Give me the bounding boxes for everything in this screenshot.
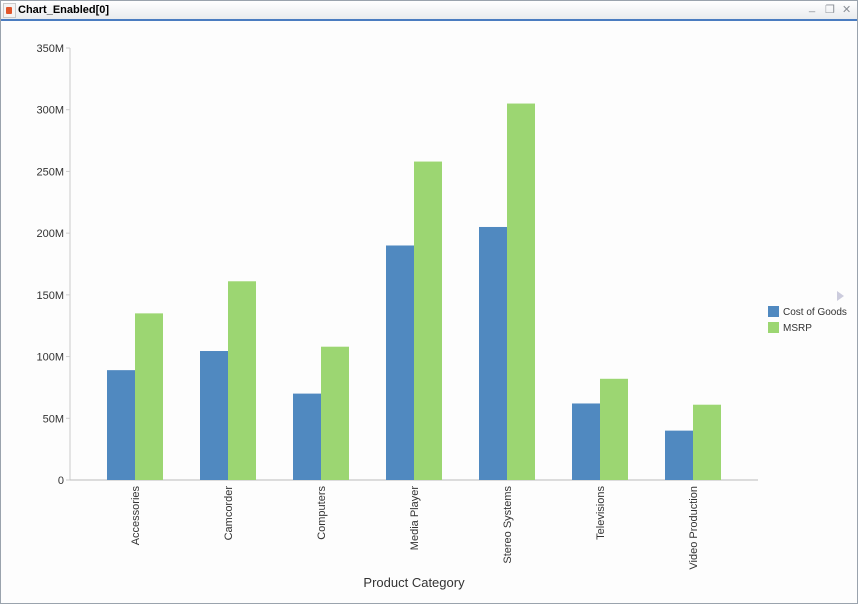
restore-button[interactable]: ❐ xyxy=(825,4,835,16)
y-tick-label: 200M xyxy=(36,228,64,240)
y-tick-label: 250M xyxy=(36,166,64,178)
bar-cost-of-goods xyxy=(200,351,228,480)
y-tick-label: 300M xyxy=(36,105,64,117)
x-tick-label: Video Production xyxy=(688,486,700,570)
bar-msrp xyxy=(507,103,535,481)
x-tick-label: Accessories xyxy=(130,486,142,546)
bar-msrp xyxy=(135,313,163,480)
x-tick-label: Stereo Systems xyxy=(502,486,514,564)
legend-swatch xyxy=(768,306,779,317)
x-axis-title: Product Category xyxy=(363,575,465,590)
minimize-button[interactable]: _ xyxy=(809,1,816,13)
title-bar: Chart_Enabled[0] _ ❐ ✕ xyxy=(1,1,857,21)
x-tick-label: Media Player xyxy=(409,486,421,551)
y-tick-label: 0 xyxy=(58,475,64,487)
bar-cost-of-goods xyxy=(665,430,693,480)
bar-msrp xyxy=(414,161,442,480)
legend-swatch xyxy=(768,322,779,333)
bar-msrp xyxy=(321,346,349,480)
close-button[interactable]: ✕ xyxy=(842,4,852,16)
bar-msrp xyxy=(600,378,628,480)
bar-msrp xyxy=(693,404,721,480)
y-tick-label: 50M xyxy=(43,413,64,425)
x-tick-label: Camcorder xyxy=(223,486,235,541)
bar-cost-of-goods xyxy=(107,370,135,480)
y-tick-label: 350M xyxy=(36,43,64,55)
html5-icon xyxy=(3,3,16,18)
legend-label: MSRP xyxy=(783,323,812,334)
y-tick-label: 100M xyxy=(36,352,64,364)
bar-msrp xyxy=(228,281,256,480)
window-title: Chart_Enabled[0] xyxy=(18,4,110,16)
x-tick-label: Televisions xyxy=(595,486,607,540)
y-tick-label: 150M xyxy=(36,290,64,302)
bar-cost-of-goods xyxy=(479,226,507,480)
bar-cost-of-goods xyxy=(293,393,321,480)
bar-cost-of-goods xyxy=(572,403,600,480)
bar-cost-of-goods xyxy=(386,245,414,480)
legend-label: Cost of Goods xyxy=(783,307,847,318)
legend-scroll-arrow-icon[interactable] xyxy=(837,291,844,301)
bar-chart: 0 50M 100M 150M 200M 250M 300M 350M Accessories C… xyxy=(36,43,847,590)
x-tick-label: Computers xyxy=(316,486,328,540)
